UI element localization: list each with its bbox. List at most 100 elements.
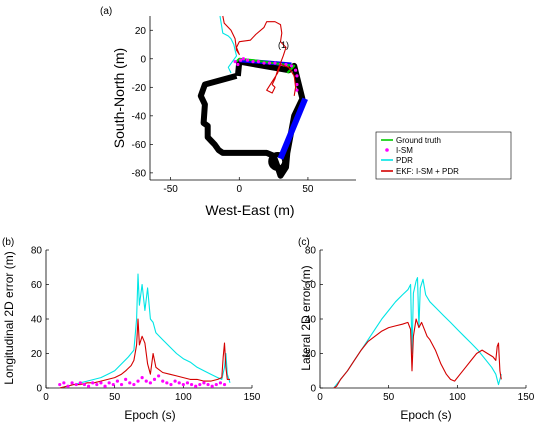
y-tick-label-b: 40 xyxy=(31,315,43,326)
point-ism-b xyxy=(210,384,214,388)
series-pdr-b xyxy=(59,273,231,389)
y-tick-label-a: 0 xyxy=(140,54,146,65)
point-ism-b xyxy=(169,382,173,387)
series-ekf-i-sm-pdr-a xyxy=(222,15,297,96)
series-ekf-i-sm-pdr-b xyxy=(59,318,230,389)
y-tick-label-b: 20 xyxy=(31,349,43,360)
legend-label-pdr: PDR xyxy=(396,156,413,165)
point-ism-b xyxy=(189,382,194,387)
point-ism-b xyxy=(91,381,95,385)
point-ism-b xyxy=(173,379,177,383)
panel-b: (b) 0 50 100 150 0 20 40 60 80 Epoch (s) Longitu… xyxy=(2,237,261,422)
y-tick-label-a: -20 xyxy=(132,83,147,94)
point-ism-a xyxy=(267,61,272,65)
x-tick-label-c: 50 xyxy=(383,392,395,403)
y-tick-label-c: 60 xyxy=(305,280,317,291)
point-ism-a xyxy=(284,62,288,67)
point-ism-a xyxy=(236,62,240,67)
panel-label-a: (a) xyxy=(100,6,112,17)
axes-c: 0 50 100 150 0 20 40 60 80 xyxy=(305,246,535,404)
point-ism-a xyxy=(273,61,277,65)
building-round-feature xyxy=(268,151,288,171)
y-tick-label-c: 80 xyxy=(305,246,317,257)
point-ism-b xyxy=(82,382,87,387)
building-outline xyxy=(197,58,306,179)
panel-a-plot: -50 0 50 20 0 -20 -40 -60 -80 xyxy=(132,15,356,195)
series-pdr-a xyxy=(219,15,238,74)
legend-swatch-ism xyxy=(385,148,389,152)
annotation-marker: (1) xyxy=(278,40,289,50)
point-ism-b xyxy=(206,382,210,387)
point-ism-b xyxy=(152,377,157,381)
point-ism-b xyxy=(58,382,62,387)
x-tick-label-a: 0 xyxy=(236,184,242,195)
y-tick-label-b: 60 xyxy=(31,280,43,291)
point-ism-b xyxy=(177,381,181,385)
point-ism-b xyxy=(161,379,165,383)
y-tick-label-c: 40 xyxy=(305,315,317,326)
x-tick-label-c: 150 xyxy=(518,392,535,403)
x-tick-label-a: -50 xyxy=(163,184,178,195)
series-i-sm-a xyxy=(233,57,299,92)
y-tick-label-b: 0 xyxy=(36,384,42,395)
point-ism-b xyxy=(181,382,185,387)
x-tick-label-b: 100 xyxy=(175,392,192,403)
point-ism-a xyxy=(295,82,299,87)
legend: Ground truth I-SM PDR EKF: I-SM + PDR xyxy=(375,131,512,180)
point-ism-b xyxy=(74,382,78,387)
x-tick-label-b: 150 xyxy=(244,392,261,403)
point-ism-b xyxy=(136,379,140,383)
point-ism-a xyxy=(251,60,255,64)
point-ism-b xyxy=(157,374,161,378)
series-ekf-i-sm-pdr-c xyxy=(333,318,502,389)
point-ism-b xyxy=(222,382,227,387)
x-tick-label-c: 0 xyxy=(317,392,323,403)
series-pdr-c xyxy=(333,277,502,389)
axes-a: -50 0 50 20 0 -20 -40 -60 -80 xyxy=(132,16,356,195)
series-i-sm-b xyxy=(58,374,227,388)
y-tick-label-c: 20 xyxy=(305,349,317,360)
y-tick-label-a: 20 xyxy=(135,26,147,37)
y-axis-label-b: Longitudinal 2D error (m) xyxy=(2,251,16,384)
point-ism-b xyxy=(99,381,103,385)
x-tick-label-a: 50 xyxy=(302,184,314,195)
point-ism-b xyxy=(185,381,190,385)
point-ism-b xyxy=(66,384,70,388)
panel-b-plot: 0 50 100 150 0 20 40 60 80 xyxy=(31,246,261,404)
x-axis-label-a: West-East (m) xyxy=(205,202,294,218)
panel-a: (a) -50 0 50 20 0 -20 -40 -60 -80 (1) West-East … xyxy=(100,6,512,218)
y-axis-label-a: South-North (m) xyxy=(111,48,127,148)
point-ism-b xyxy=(214,382,218,387)
panel-c: (c) 0 50 100 150 0 20 40 60 80 Epoch (s) Lateral… xyxy=(298,237,535,422)
point-ism-b xyxy=(111,382,115,387)
axes-b: 0 50 100 150 0 20 40 60 80 xyxy=(31,246,261,404)
point-ism-b xyxy=(128,381,132,385)
point-ism-b xyxy=(86,384,91,388)
point-ism-b xyxy=(132,382,136,387)
point-ism-a xyxy=(241,57,245,61)
point-ism-b xyxy=(62,381,66,385)
y-axis-label-c: Lateral 2D error (m) xyxy=(299,265,313,370)
point-ism-a xyxy=(295,74,299,78)
point-ism-a xyxy=(289,64,294,68)
point-ism-a xyxy=(295,88,299,92)
x-axis-label-b: Epoch (s) xyxy=(124,408,175,422)
point-ism-b xyxy=(140,376,144,380)
legend-label-ism: I-SM xyxy=(396,146,413,155)
point-ism-a xyxy=(256,60,261,64)
point-ism-b xyxy=(144,379,148,383)
y-tick-label-a: -60 xyxy=(132,140,147,151)
point-ism-a xyxy=(293,68,298,72)
point-ism-b xyxy=(115,379,120,383)
point-ism-b xyxy=(165,381,169,385)
panel-label-b: (b) xyxy=(2,237,14,248)
point-ism-b xyxy=(119,382,124,387)
x-tick-label-c: 100 xyxy=(449,392,466,403)
legend-box xyxy=(375,131,512,180)
point-ism-a xyxy=(245,58,250,62)
point-ism-b xyxy=(198,382,202,387)
y-tick-label-a: -40 xyxy=(132,111,147,122)
y-tick-label-b: 80 xyxy=(31,246,43,257)
blue-segment xyxy=(277,97,308,160)
